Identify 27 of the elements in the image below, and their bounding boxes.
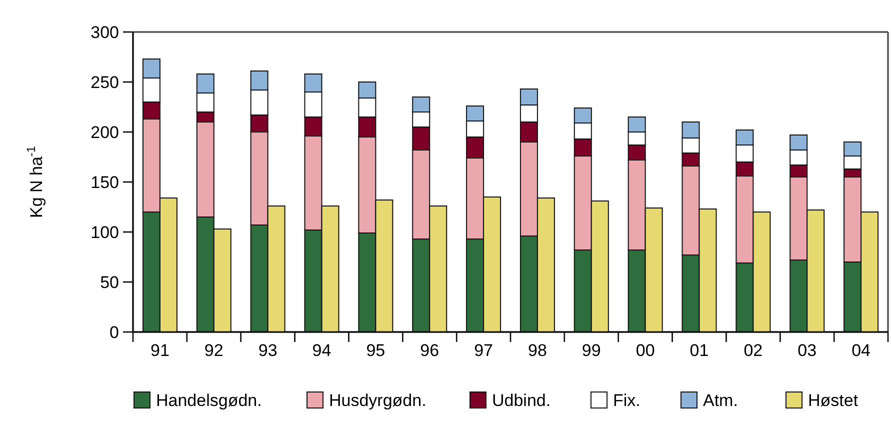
x-tick-label: 98 (528, 341, 547, 360)
x-tick-label: 91 (150, 341, 170, 360)
text: Høstet (808, 390, 858, 410)
x-tick-label: 97 (474, 341, 493, 360)
legend-label: Udbind. (492, 390, 551, 410)
legend-label: Handelsgødn. (156, 390, 262, 410)
legend-label: Husdyrgødn. (329, 390, 426, 410)
x-tick-label: 03 (798, 341, 817, 360)
y-tick-label: 100 (90, 222, 119, 242)
y-tick-label: 250 (90, 72, 119, 92)
x-tick-label: 99 (582, 341, 601, 360)
legend-label: Fix. (613, 390, 640, 410)
x-tick-label: 92 (204, 341, 224, 360)
y-tick-label: 50 (100, 272, 119, 292)
x-tick-label: 96 (420, 341, 440, 360)
y-tick-label: 200 (90, 122, 119, 142)
y-tick-label: 300 (90, 22, 119, 42)
y-tick-label: 0 (110, 322, 119, 342)
x-tick-label: 93 (258, 341, 278, 360)
x-tick-label: 02 (744, 341, 763, 360)
legend-label: Atm. (703, 390, 738, 410)
x-tick-label: 95 (366, 341, 386, 360)
x-tick-label: 04 (852, 341, 870, 360)
y-tick-label: 150 (90, 172, 119, 192)
x-tick-label: 01 (690, 341, 709, 360)
x-tick-label: 94 (312, 341, 332, 360)
x-tick-label: 00 (636, 341, 655, 360)
